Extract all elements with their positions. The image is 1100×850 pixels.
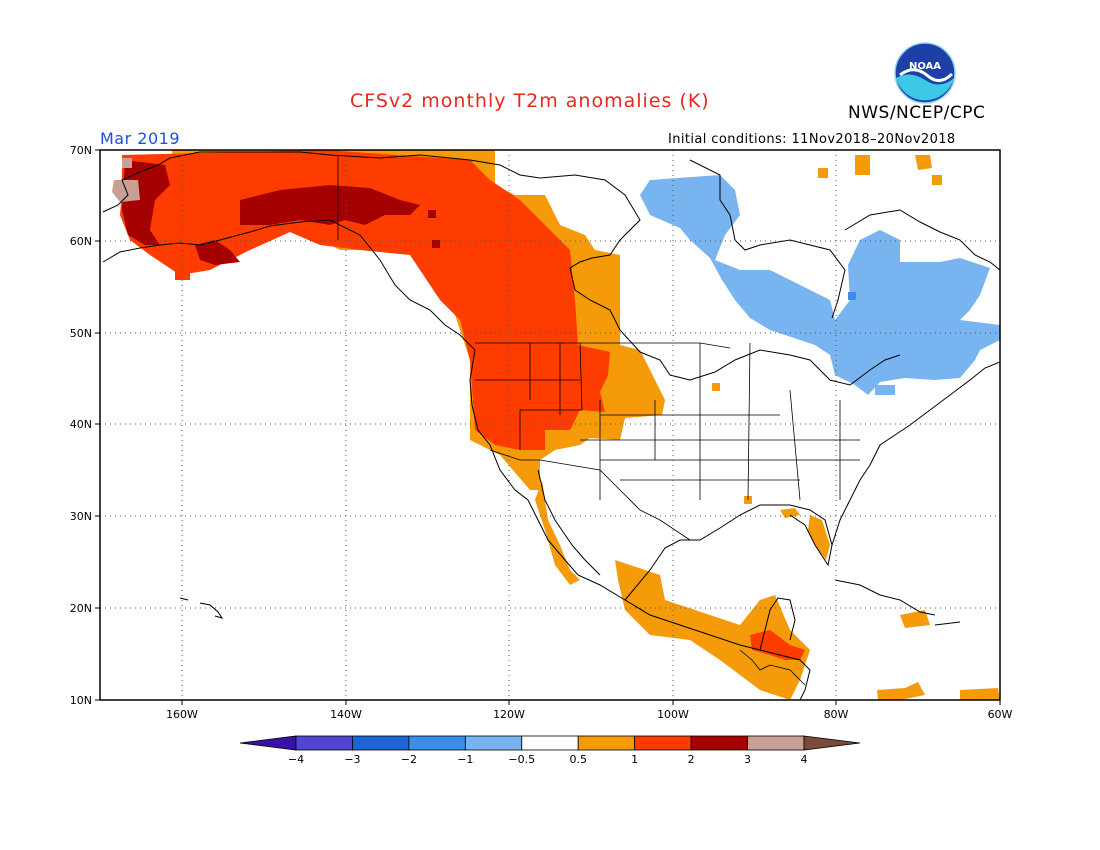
colorbar-box (352, 735, 410, 751)
colorbar-label: −2 (401, 753, 417, 766)
forecast-period: Mar 2019 (100, 129, 180, 148)
anomaly-fields (112, 150, 1000, 700)
colorbar-label: 3 (744, 753, 751, 766)
svg-text:NOAA: NOAA (909, 61, 941, 72)
colorbar-label: −4 (288, 753, 304, 766)
colorbar-label: 2 (688, 753, 695, 766)
noaa-logo-icon: NOAA (894, 42, 956, 104)
map-title: CFSv2 monthly T2m anomalies (K) (350, 90, 710, 112)
colorbar-label: 1 (631, 753, 638, 766)
lat-label: 10N (70, 694, 92, 707)
colorbar-box (408, 735, 466, 751)
longitude-labels: 160W 140W 120W 100W 80W 60W (166, 708, 1012, 721)
colorbar-box (690, 735, 748, 751)
colorbar-box (464, 735, 523, 751)
anomaly-cool (640, 175, 1000, 395)
gridlines (100, 150, 1000, 700)
lon-label: 140W (330, 708, 362, 721)
colorbar-box (521, 735, 579, 751)
colorbar-arrow-low (239, 735, 297, 751)
tick-marks (95, 149, 1001, 705)
lat-label: 70N (70, 144, 92, 157)
lat-label: 40N (70, 418, 92, 431)
initial-conditions: Initial conditions: 11Nov2018–20Nov2018 (668, 132, 956, 147)
anomaly-cold (848, 292, 856, 300)
colorbar-label: 0.5 (569, 753, 587, 766)
coastlines (102, 151, 1000, 700)
colorbar-label: −3 (344, 753, 360, 766)
lat-label: 50N (70, 327, 92, 340)
lon-label: 120W (493, 708, 525, 721)
map-frame (99, 149, 1001, 701)
lat-label: 20N (70, 602, 92, 615)
colorbar-label: −1 (457, 753, 473, 766)
lat-label: 30N (70, 510, 92, 523)
lon-label: 100W (657, 708, 689, 721)
colorbar-arrow-high (803, 735, 861, 751)
borders (337, 155, 860, 686)
latitude-labels: 70N 60N 50N 40N 30N 20N 10N (70, 144, 92, 707)
lat-label: 60N (70, 235, 92, 248)
colorbar-box (747, 735, 805, 751)
colorbar-box (634, 735, 692, 751)
colorbar-label: −0.5 (508, 753, 535, 766)
lon-label: 60W (988, 708, 1013, 721)
lon-label: 80W (824, 708, 849, 721)
colorbar-box (577, 735, 636, 751)
colorbar-label: 4 (801, 753, 808, 766)
colorbar: −4 −3 −2 −1 −0.5 0.5 1 2 3 4 (239, 735, 861, 766)
agency-label: NWS/NCEP/CPC (848, 103, 986, 123)
lon-label: 160W (166, 708, 198, 721)
colorbar-box (295, 735, 353, 751)
